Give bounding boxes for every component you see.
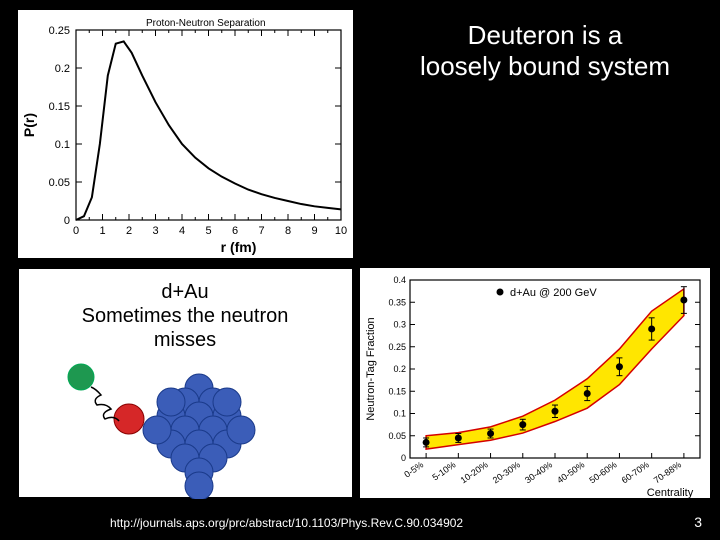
svg-text:5-10%: 5-10% bbox=[430, 459, 457, 482]
svg-text:0.15: 0.15 bbox=[49, 101, 70, 113]
svg-text:3: 3 bbox=[152, 225, 158, 237]
svg-text:40-50%: 40-50% bbox=[555, 459, 586, 485]
svg-text:10-20%: 10-20% bbox=[459, 459, 490, 485]
heading-line2: loosely bound system bbox=[420, 51, 670, 81]
dau-line2: Sometimes the neutron bbox=[82, 305, 289, 327]
svg-text:2: 2 bbox=[126, 225, 132, 237]
svg-text:50-60%: 50-60% bbox=[587, 459, 618, 485]
ntag-panel: 00.050.10.150.20.250.30.350.40-5%5-10%10… bbox=[360, 268, 710, 498]
svg-text:0.2: 0.2 bbox=[55, 63, 70, 75]
svg-text:30-40%: 30-40% bbox=[523, 459, 554, 485]
svg-text:9: 9 bbox=[311, 225, 317, 237]
svg-text:0.05: 0.05 bbox=[388, 431, 406, 441]
dau-line1: d+Au bbox=[161, 281, 208, 303]
dau-line3: misses bbox=[154, 329, 216, 351]
svg-text:1: 1 bbox=[99, 225, 105, 237]
svg-text:0.05: 0.05 bbox=[49, 177, 70, 189]
citation-url: http://journals.aps.org/prc/abstract/10.… bbox=[110, 516, 463, 530]
svg-text:0: 0 bbox=[64, 215, 70, 227]
svg-text:Centrality: Centrality bbox=[647, 487, 694, 498]
ntag-chart: 00.050.10.150.20.250.30.350.40-5%5-10%10… bbox=[360, 268, 710, 498]
svg-text:7: 7 bbox=[258, 225, 264, 237]
svg-text:0.25: 0.25 bbox=[388, 342, 406, 352]
deuteron-heading: Deuteron is a loosely bound system bbox=[390, 20, 700, 82]
dau-caption: d+Au Sometimes the neutron misses bbox=[30, 280, 340, 352]
svg-text:Neutron-Tag Fraction: Neutron-Tag Fraction bbox=[365, 317, 377, 420]
svg-text:0.1: 0.1 bbox=[55, 139, 70, 151]
svg-text:0: 0 bbox=[401, 453, 406, 463]
pr-separation-chart: 0 1 2 3 4 5 6 7 8 9 10 0 0.05 0.1 0.15 0.2 0.25 r (fm) P(r… bbox=[18, 10, 353, 258]
svg-text:4: 4 bbox=[179, 225, 185, 237]
svg-text:70-88%: 70-88% bbox=[652, 459, 683, 485]
svg-text:60-70%: 60-70% bbox=[620, 459, 651, 485]
svg-text:0.4: 0.4 bbox=[393, 275, 406, 285]
svg-text:0.35: 0.35 bbox=[388, 297, 406, 307]
pr-separation-panel: 0 1 2 3 4 5 6 7 8 9 10 0 0.05 0.1 0.15 0.2 0.25 r (fm) P(r… bbox=[18, 10, 353, 258]
svg-text:0: 0 bbox=[73, 225, 79, 237]
svg-text:0.3: 0.3 bbox=[393, 320, 406, 330]
page-number: 3 bbox=[694, 514, 702, 530]
svg-text:8: 8 bbox=[285, 225, 291, 237]
svg-text:10: 10 bbox=[335, 225, 347, 237]
svg-text:5: 5 bbox=[205, 225, 211, 237]
svg-text:0.1: 0.1 bbox=[393, 409, 406, 419]
svg-text:20-30%: 20-30% bbox=[491, 459, 522, 485]
svg-text:0.25: 0.25 bbox=[49, 25, 70, 37]
svg-text:P(r): P(r) bbox=[21, 113, 37, 137]
svg-text:d+Au @ 200 GeV: d+Au @ 200 GeV bbox=[510, 287, 597, 299]
pr-chart-title: Proton-Neutron Separation bbox=[146, 18, 266, 29]
svg-text:0.2: 0.2 bbox=[393, 364, 406, 374]
svg-text:r (fm): r (fm) bbox=[221, 239, 257, 255]
svg-text:6: 6 bbox=[232, 225, 238, 237]
heading-line1: Deuteron is a bbox=[468, 20, 623, 50]
svg-text:0.15: 0.15 bbox=[388, 386, 406, 396]
